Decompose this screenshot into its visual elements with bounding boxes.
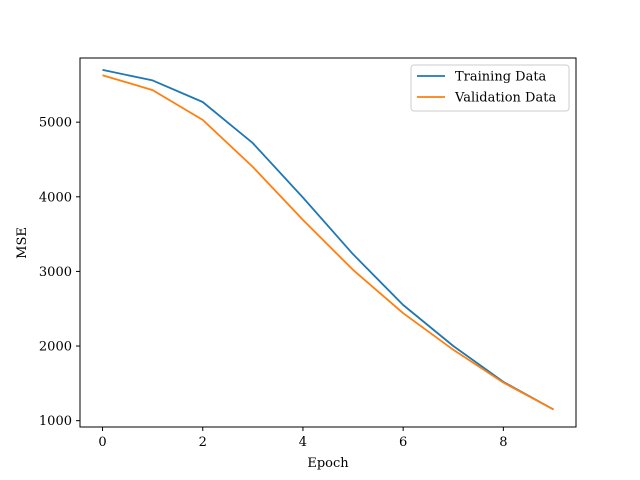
x-tick-label: 8 xyxy=(499,435,507,450)
y-axis-ticks: 1000 2000 3000 4000 5000 xyxy=(39,116,80,429)
y-tick-label: 2000 xyxy=(39,340,72,355)
series-layer xyxy=(102,69,554,411)
y-tick-label: 4000 xyxy=(39,190,72,205)
legend-box xyxy=(410,64,570,112)
legend-label: Training Data xyxy=(455,70,547,85)
y-tick-label: 1000 xyxy=(39,414,72,429)
x-tick-label: 2 xyxy=(199,435,207,450)
legend-label: Validation Data xyxy=(454,91,556,106)
series-line-validation xyxy=(102,74,554,411)
y-tick-label: 3000 xyxy=(39,265,72,280)
legend: Training Data Validation Data xyxy=(410,64,570,112)
x-tick-label: 6 xyxy=(399,435,407,450)
y-tick-label: 5000 xyxy=(39,116,72,131)
x-tick-label: 0 xyxy=(98,435,106,450)
x-axis-ticks: 0 2 4 6 8 xyxy=(98,427,507,450)
y-axis-label: MSE xyxy=(15,227,30,259)
axes-frame xyxy=(79,57,577,428)
series-line-training xyxy=(102,69,554,411)
x-tick-label: 4 xyxy=(299,435,307,450)
x-axis-label: Epoch xyxy=(307,456,349,471)
